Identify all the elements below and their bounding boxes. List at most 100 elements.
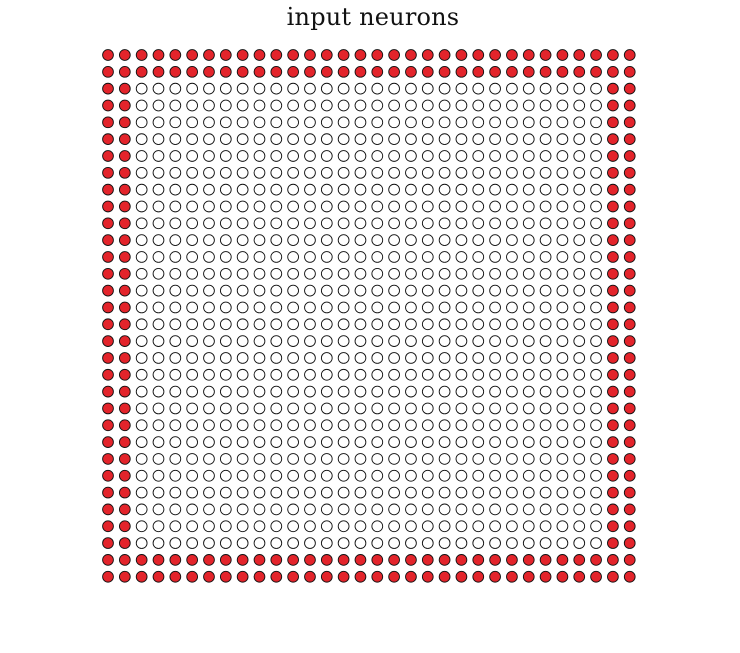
input-neuron (337, 116, 350, 129)
highlighted-input-neuron (135, 49, 148, 61)
input-neuron (337, 183, 350, 196)
input-neuron (371, 368, 384, 381)
input-neuron (287, 82, 299, 95)
input-neuron (253, 200, 266, 213)
input-neuron (219, 200, 232, 213)
input-neuron (489, 520, 501, 533)
highlighted-input-neuron (607, 99, 619, 112)
input-neuron (489, 385, 501, 398)
input-neuron (320, 99, 333, 112)
input-neuron (539, 150, 552, 162)
input-neuron (135, 116, 148, 129)
input-neuron (203, 284, 215, 297)
input-neuron (236, 486, 249, 499)
highlighted-input-neuron (102, 251, 114, 263)
input-neuron (304, 200, 316, 213)
input-neuron (371, 251, 384, 263)
input-neuron (556, 166, 569, 179)
input-neuron (573, 284, 586, 297)
input-neuron (354, 99, 367, 112)
input-neuron (236, 116, 249, 129)
input-neuron (169, 537, 182, 549)
input-neuron (405, 520, 417, 533)
highlighted-input-neuron (607, 217, 619, 230)
input-neuron (203, 234, 215, 246)
highlighted-input-neuron (607, 385, 619, 398)
highlighted-input-neuron (118, 267, 131, 280)
input-neuron (438, 251, 451, 263)
input-neuron (354, 82, 367, 95)
input-neuron (472, 301, 485, 314)
input-neuron (337, 99, 350, 112)
input-neuron (556, 453, 569, 465)
input-neuron (506, 166, 518, 179)
input-neuron (438, 335, 451, 347)
input-neuron (388, 503, 400, 516)
input-neuron (438, 469, 451, 482)
input-neuron (152, 486, 165, 499)
input-neuron (489, 453, 501, 465)
input-neuron (337, 335, 350, 347)
input-neuron (304, 486, 316, 499)
input-neuron (203, 419, 215, 432)
highlighted-input-neuron (623, 503, 636, 516)
input-neuron (421, 166, 434, 179)
highlighted-input-neuron (455, 65, 468, 78)
input-neuron (236, 99, 249, 112)
highlighted-input-neuron (152, 570, 165, 583)
input-neuron (539, 352, 552, 364)
input-neuron (388, 150, 400, 162)
input-neuron (438, 537, 451, 549)
highlighted-input-neuron (118, 503, 131, 516)
input-neuron (253, 133, 266, 146)
input-neuron (556, 520, 569, 533)
input-neuron (522, 301, 535, 314)
input-neuron (337, 284, 350, 297)
highlighted-input-neuron (102, 520, 114, 533)
input-neuron (522, 150, 535, 162)
highlighted-input-neuron (506, 570, 518, 583)
highlighted-input-neuron (287, 554, 299, 566)
input-neuron (337, 436, 350, 448)
input-neuron (539, 234, 552, 246)
input-neuron (169, 99, 182, 112)
input-neuron (405, 436, 417, 448)
input-neuron (236, 284, 249, 297)
input-neuron (405, 82, 417, 95)
highlighted-input-neuron (135, 554, 148, 566)
highlighted-input-neuron (118, 537, 131, 549)
input-neuron (506, 267, 518, 280)
input-neuron (152, 402, 165, 415)
input-neuron (270, 385, 283, 398)
input-neuron (539, 82, 552, 95)
input-neuron (556, 251, 569, 263)
input-neuron (186, 267, 199, 280)
highlighted-input-neuron (118, 65, 131, 78)
input-neuron (219, 520, 232, 533)
input-neuron (371, 82, 384, 95)
input-neuron (270, 166, 283, 179)
input-neuron (506, 200, 518, 213)
input-neuron (506, 150, 518, 162)
highlighted-input-neuron (118, 200, 131, 213)
input-neuron (270, 469, 283, 482)
input-neuron (304, 234, 316, 246)
input-neuron (489, 217, 501, 230)
input-neuron (539, 537, 552, 549)
input-neuron (203, 503, 215, 516)
input-neuron (405, 385, 417, 398)
input-neuron (186, 419, 199, 432)
input-neuron (438, 284, 451, 297)
input-neuron (270, 200, 283, 213)
input-neuron (371, 335, 384, 347)
input-neuron (337, 537, 350, 549)
input-neuron (506, 82, 518, 95)
input-neuron (135, 267, 148, 280)
highlighted-input-neuron (118, 554, 131, 566)
input-neuron (135, 200, 148, 213)
highlighted-input-neuron (388, 554, 400, 566)
highlighted-input-neuron (623, 49, 636, 61)
highlighted-input-neuron (203, 554, 215, 566)
input-neuron (186, 183, 199, 196)
highlighted-input-neuron (253, 570, 266, 583)
